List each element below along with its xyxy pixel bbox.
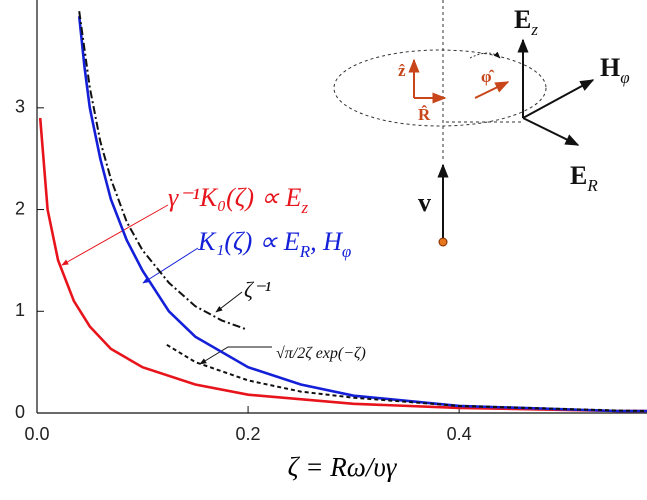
- y-tick-label: 0: [15, 402, 25, 422]
- leader: [142, 247, 199, 284]
- annotation-part: z: [530, 20, 538, 39]
- annotation-part: v: [418, 188, 431, 217]
- x-tick-label: 0.2: [236, 424, 261, 444]
- series-line: [78, 11, 248, 331]
- annotation: √π/2ζ exp(−ζ): [276, 345, 366, 362]
- annotation: ẑ: [398, 61, 406, 80]
- annotation: K₁(ζ) ∝ ER, Hφ: [197, 227, 351, 261]
- x-tick-label: 0.4: [447, 424, 472, 444]
- leader: [199, 346, 272, 365]
- annotation-part: R: [299, 242, 311, 261]
- charge: [438, 237, 448, 247]
- annotation: ζ⁻¹: [244, 277, 271, 302]
- annotation-part: φ: [620, 68, 629, 87]
- annotation: φ̂: [481, 67, 495, 86]
- orbit: [333, 49, 547, 127]
- rotation-arrow: [469, 51, 501, 59]
- annotation-part: √π/2ζ exp(−ζ): [276, 345, 366, 362]
- leader: [215, 291, 243, 313]
- annotation: γ⁻¹K₀(ζ) ∝ Ez: [168, 183, 308, 217]
- x-axis-label: ζ = Rω/υγ: [288, 452, 398, 482]
- annotation: v: [418, 188, 431, 217]
- x-tick-label: 0.0: [24, 424, 49, 444]
- annotation-part: R: [586, 176, 598, 195]
- annotation-part: R̂: [418, 105, 431, 124]
- annotation-part: z: [300, 198, 308, 217]
- annotation-part: ζ⁻¹: [244, 277, 271, 302]
- hphi-arrow: [522, 79, 595, 119]
- annotation: Hφ: [600, 53, 630, 87]
- leader: [61, 204, 169, 266]
- phihat-arrow: [474, 81, 510, 99]
- axes: [36, 0, 647, 414]
- annotation-part: φ: [342, 242, 351, 261]
- annotation-part: E: [514, 5, 531, 34]
- leaders: [61, 204, 272, 365]
- er-arrow: [522, 117, 580, 146]
- y-tick-label: 1: [15, 300, 25, 320]
- annotation-part: , H: [310, 227, 343, 256]
- annotation: ER: [570, 161, 598, 195]
- inset-diagram: [333, 0, 595, 247]
- annotation-part: φ̂: [481, 67, 495, 86]
- y-tick-label: 3: [15, 97, 25, 117]
- series-line: [166, 343, 647, 412]
- annotation-part: H: [600, 53, 620, 82]
- annotation-part: ẑ: [398, 61, 406, 80]
- annotation-part: E: [570, 161, 587, 190]
- y-tick-label: 2: [15, 198, 25, 218]
- annotation: R̂: [418, 105, 431, 124]
- annotation-part: K₁(ζ) ∝ E: [197, 227, 300, 256]
- annotation: Ez: [514, 5, 538, 39]
- annotation-part: γ⁻¹K₀(ζ) ∝ E: [168, 183, 302, 212]
- series-line: [38, 117, 647, 413]
